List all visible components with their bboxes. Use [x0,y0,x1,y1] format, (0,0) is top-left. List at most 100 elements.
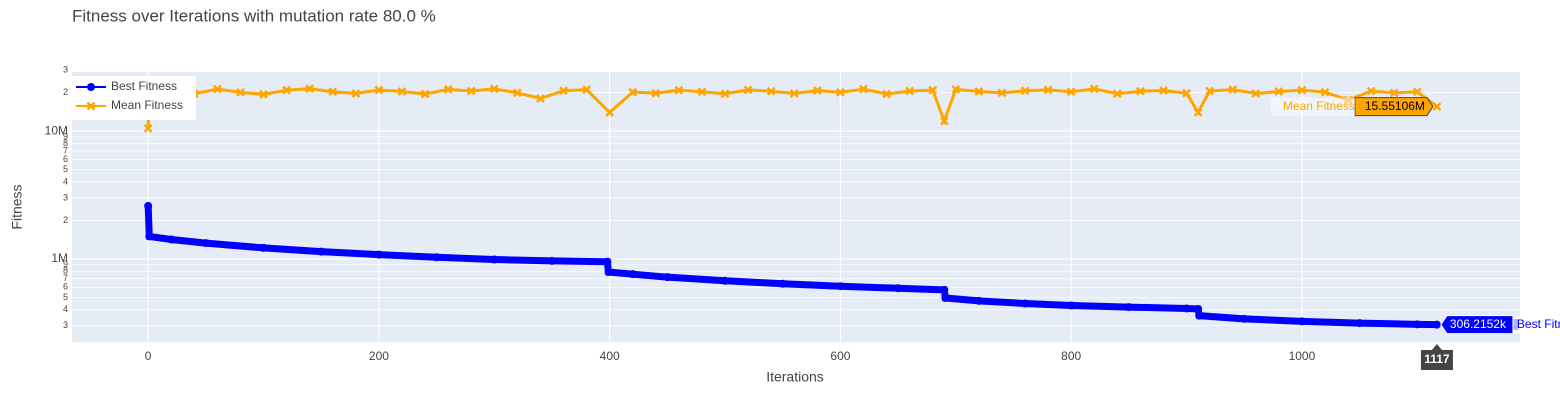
series-marker [1413,320,1422,329]
series-marker [236,87,245,97]
series-marker [466,86,476,96]
y-tick-label: 4 [63,176,68,186]
series-marker [1020,86,1030,96]
series-marker [1274,87,1284,96]
series-marker [1297,317,1306,326]
plot-area [72,72,1520,342]
series-marker [1182,88,1191,98]
hover-x-box [1420,344,1453,370]
series-marker [490,255,499,264]
series-marker [766,86,776,96]
series-marker [894,284,903,293]
series-marker [1412,87,1422,97]
x-tick-label: 800 [1061,349,1081,363]
series-marker [1432,320,1441,329]
hover-name-bg [1270,97,1355,116]
y-tick-label: 3 [63,64,68,74]
series-marker [282,85,291,95]
series-marker [697,87,707,97]
legend-label: Mean Fitness [111,98,183,112]
series-marker [651,88,661,98]
series-marker [997,88,1007,98]
series-marker [397,87,407,96]
y-tick-label: 6 [63,154,68,164]
series-marker [145,232,154,241]
chart-title: Fitness over Iterations with mutation ra… [72,6,436,25]
series-marker [778,279,787,288]
y-tick-label: 10M [45,123,68,137]
legend-label: Best Fitness [111,79,177,93]
legend-box [72,76,196,120]
series-marker [1112,89,1122,99]
y-tick-label: 5 [63,164,68,174]
series-marker [1251,89,1261,98]
y-axis-title: Fitness [9,184,25,229]
x-axis-title: Iterations [766,369,824,385]
series-marker [201,239,210,248]
series-marker [374,85,384,95]
series-marker [1320,87,1330,97]
series-marker [928,85,938,95]
y-tick-label: 9 [63,259,68,269]
series-marker [1066,87,1076,97]
series-marker [1067,301,1076,310]
series-marker [1193,108,1203,117]
y-tick-label: 8 [63,266,68,276]
series-marker [305,84,315,93]
y-tick-label: 6 [63,282,68,292]
series-marker [721,276,730,285]
y-tick-label: 7 [63,145,68,155]
y-tick-label: 2 [63,87,68,97]
y-tick-label: 8 [63,138,68,148]
y-tick-label: 1M [51,251,68,265]
series-marker [1432,102,1442,111]
series-marker [674,85,684,95]
series-marker [743,85,753,95]
series-marker [882,89,891,99]
y-tick-label: 9 [63,131,68,141]
y-tick-label: 2 [63,215,68,225]
series-marker [603,257,612,266]
series-marker [582,85,591,95]
series-marker [1195,311,1204,320]
hover-value: 15.55106M [1365,99,1425,113]
hover-name-bg [1512,315,1560,334]
series-marker [1194,304,1203,313]
hover-value: 306.2152k [1450,317,1507,331]
series-marker [836,87,845,97]
series-marker [905,86,915,96]
hover-name: Mean Fitness [1283,99,1355,113]
series-marker [812,86,822,95]
series-marker [951,85,961,94]
series-marker [939,116,949,126]
x-tick-label: 1000 [1289,349,1316,363]
series-marker [1228,85,1238,95]
series-marker [628,270,637,279]
legend-marker [87,83,95,91]
series-marker [1366,86,1376,96]
series-marker [559,86,568,96]
series-marker [328,87,338,97]
y-tick-label: 3 [63,192,68,202]
series-marker [1159,86,1168,95]
y-tick-label: 4 [63,304,68,314]
series-marker [420,89,430,99]
y-tick-label: 7 [63,273,68,283]
x-tick-label: 0 [145,349,152,363]
series-marker [144,201,153,210]
series-marker [628,87,638,97]
series-marker [941,293,950,302]
x-tick-label: 600 [830,349,850,363]
series-marker [443,85,453,94]
legend: Best Fitness Mean Fitness [72,76,196,120]
series-marker [547,256,556,265]
series-line [146,87,1438,129]
y-tick-label: 5 [63,292,68,302]
series-marker [259,89,268,99]
series-marker [859,84,868,94]
series-marker [974,296,983,305]
series-marker [1297,85,1307,95]
series-marker [512,88,522,98]
